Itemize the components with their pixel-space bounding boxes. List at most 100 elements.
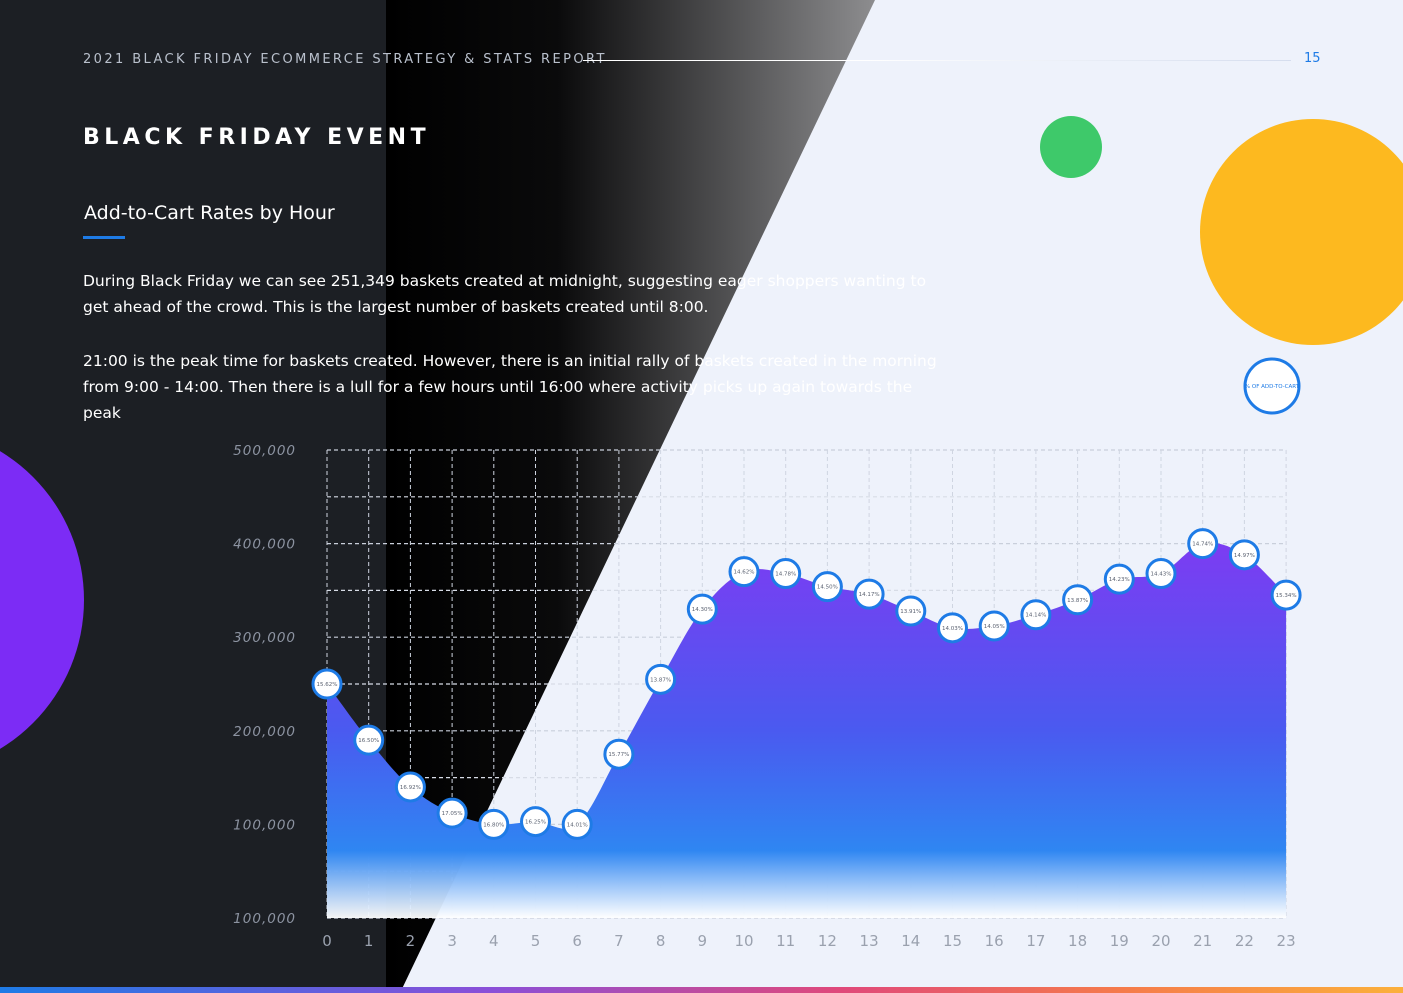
subtitle-underline: [83, 236, 125, 239]
dark-panel: [0, 0, 386, 993]
marker-circle: [770, 558, 802, 590]
data-point-marker: 14.74%: [1187, 528, 1219, 560]
data-point-marker: 14.43%: [1145, 558, 1177, 590]
marker-circle: [937, 612, 968, 644]
bottom-gradient-bar: [0, 987, 1403, 993]
marker-label: 14.05%: [984, 624, 1005, 630]
marker-circle: [1187, 528, 1219, 560]
marker-circle: [895, 595, 927, 627]
marker-circle: [1228, 539, 1260, 571]
marker-label: 14.97%: [1234, 553, 1255, 559]
x-tick-label: 22: [1235, 932, 1254, 950]
data-point-marker: 14.62%: [728, 556, 760, 588]
marker-label: 14.14%: [1025, 613, 1046, 619]
data-point-marker: 13.87%: [1062, 584, 1094, 616]
marker-label: 16.50%: [358, 738, 379, 744]
data-point-marker: 14.03%: [937, 612, 968, 644]
y-tick-label: 100,000: [233, 911, 296, 927]
data-point-marker: 14.17%: [853, 578, 885, 610]
x-tick-label: 5: [531, 932, 541, 950]
legend-badge-text: % OF ADD-TO-CART: [1245, 384, 1300, 390]
x-tick-label: 11: [776, 932, 795, 950]
x-tick-label: 18: [1068, 932, 1087, 950]
section-title: BLACK FRIDAY EVENT: [83, 125, 431, 150]
x-tick-label: 8: [656, 932, 666, 950]
y-axis-ticks: 500,000 400,000 300,000 200,000 100,000 100,0…: [233, 443, 296, 927]
marker-circle: [478, 808, 510, 840]
x-tick-label: 14: [901, 932, 920, 950]
marker-circle: [311, 668, 343, 700]
marker-label: 17.05%: [442, 811, 463, 817]
chart-subtitle: Add-to-Cart Rates by Hour: [84, 202, 335, 224]
data-point-marker: 13.91%: [895, 595, 927, 627]
data-point-marker: 15.34%: [1270, 579, 1302, 611]
data-point-marker: 14.01%: [561, 808, 593, 840]
paragraph-2: 21:00 is the peak time for baskets creat…: [83, 352, 937, 422]
x-tick-label: 17: [1026, 932, 1045, 950]
marker-label: 14.23%: [1109, 577, 1130, 583]
x-tick-label: 2: [406, 932, 416, 950]
marker-label: 16.92%: [400, 785, 421, 791]
x-tick-label: 23: [1277, 932, 1296, 950]
marker-label: 14.43%: [1151, 572, 1172, 578]
marker-label: 14.74%: [1192, 542, 1213, 548]
y-tick-label: 100,000: [233, 817, 296, 833]
marker-label: 13.87%: [1067, 598, 1088, 604]
data-point-marker: 16.50%: [353, 724, 385, 756]
data-point-marker: 16.25%: [520, 806, 551, 838]
x-tick-label: 3: [447, 932, 457, 950]
marker-circle: [1020, 599, 1052, 631]
yellow-circle-decoration: [1200, 119, 1403, 345]
marker-circle: [686, 593, 718, 625]
x-tick-label: 4: [489, 932, 499, 950]
x-tick-label: 15: [943, 932, 962, 950]
marker-circle: [520, 806, 551, 838]
marker-circle: [811, 571, 843, 603]
data-markers: 15.62% 16.50% 16.92% 17.05% 16.80% 16.25% 14.0…: [311, 528, 1302, 840]
marker-circle: [1103, 563, 1135, 595]
marker-label: 14.30%: [692, 607, 713, 613]
y-tick-label: 400,000: [233, 537, 296, 553]
data-point-marker: 15.62%: [311, 668, 343, 700]
marker-circle: [436, 797, 468, 829]
page-number: 15: [1304, 51, 1321, 66]
marker-circle: [1062, 584, 1094, 616]
data-point-marker: 14.78%: [770, 558, 802, 590]
x-tick-label: 21: [1193, 932, 1212, 950]
marker-label: 14.62%: [734, 570, 755, 576]
marker-label: 14.01%: [567, 822, 588, 828]
x-tick-label: 12: [818, 932, 837, 950]
data-point-marker: 13.87%: [645, 663, 677, 695]
marker-circle: [645, 663, 677, 695]
marker-label: 14.78%: [775, 572, 796, 578]
purple-circle-decoration: [0, 451, 84, 749]
x-tick-label: 9: [698, 932, 708, 950]
x-tick-label: 20: [1151, 932, 1170, 950]
data-point-marker: 15.77%: [603, 738, 635, 770]
marker-circle: [853, 578, 885, 610]
marker-circle: [728, 556, 760, 588]
y-tick-label: 500,000: [233, 443, 296, 459]
marker-circle: [394, 771, 426, 803]
x-tick-label: 7: [614, 932, 624, 950]
data-point-marker: 14.97%: [1228, 539, 1260, 571]
marker-circle: [603, 738, 635, 770]
data-point-marker: 17.05%: [436, 797, 468, 829]
paragraph-1: During Black Friday we can see 251,349 b…: [83, 272, 927, 316]
data-point-marker: 14.30%: [686, 593, 718, 625]
marker-label: 13.91%: [900, 609, 921, 615]
y-tick-label: 200,000: [233, 724, 296, 740]
y-tick-label: 300,000: [233, 630, 296, 646]
legend-badge: % OF ADD-TO-CART: [1243, 357, 1301, 415]
x-tick-label: 0: [322, 932, 332, 950]
marker-label: 14.17%: [859, 592, 880, 598]
data-point-marker: 14.50%: [811, 571, 843, 603]
marker-circle: [978, 610, 1010, 642]
x-tick-label: 1: [364, 932, 374, 950]
marker-circle: [561, 808, 593, 840]
marker-label: 15.34%: [1276, 593, 1297, 599]
marker-circle: [1145, 558, 1177, 590]
marker-label: 13.87%: [650, 677, 671, 683]
marker-label: 16.80%: [483, 822, 504, 828]
